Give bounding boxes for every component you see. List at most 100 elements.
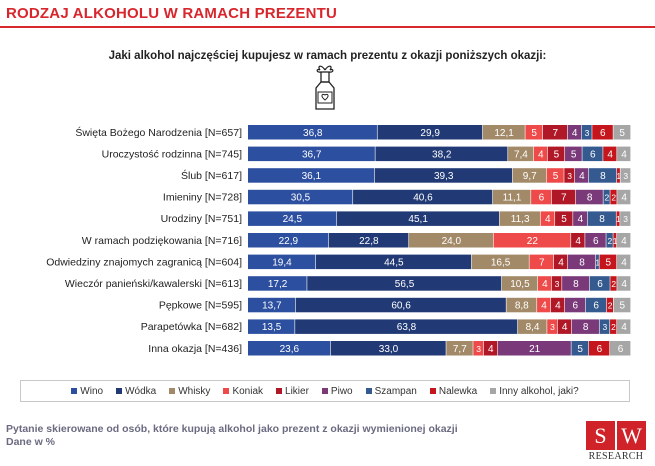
- data-label: 5: [561, 214, 567, 225]
- bar-segment: [248, 125, 377, 140]
- chart-legend: Wino Wódka Whisky Koniak Likier Piwo Szampan Na…: [20, 380, 630, 402]
- data-label: 4: [575, 236, 581, 247]
- bar-segment: [553, 254, 568, 270]
- bar-segment: [617, 276, 631, 291]
- bar-segment: [606, 297, 614, 313]
- data-label: 7: [539, 257, 545, 268]
- data-label: 6: [600, 128, 606, 139]
- bar-segment: [616, 211, 620, 226]
- data-label: 2: [611, 279, 616, 289]
- bar-segment: [328, 233, 409, 248]
- data-label: 36,8: [303, 128, 323, 139]
- bar-segment: [248, 211, 337, 226]
- bar-segment: [248, 146, 375, 162]
- data-label: 5: [554, 149, 560, 160]
- sw-research-logo: S W RESEARCH: [585, 421, 647, 463]
- row-label: Wieczór panieński/kawalerski [N=613]: [65, 278, 242, 290]
- data-label: 5: [620, 301, 626, 312]
- bar-segment: [483, 341, 498, 356]
- data-label: 36,1: [302, 171, 322, 182]
- data-label: 5: [553, 171, 559, 182]
- data-label: 5: [619, 128, 625, 139]
- bar-segment: [248, 341, 331, 356]
- bar-segment: [585, 233, 606, 248]
- data-label: 4: [621, 193, 627, 204]
- data-label: 6: [593, 301, 599, 312]
- bar-segment: [499, 211, 540, 226]
- data-label: 22,8: [359, 236, 379, 247]
- bar-segment: [606, 233, 613, 248]
- bar-segment: [537, 297, 551, 313]
- data-label: 8: [583, 322, 589, 333]
- bar-segment: [587, 211, 616, 226]
- bar-segment: [567, 125, 582, 140]
- data-label: 24,0: [442, 236, 462, 247]
- row-label: Pępkowe [N=595]: [159, 300, 242, 312]
- data-label: 8,8: [515, 301, 529, 312]
- bar-segment: [492, 189, 531, 205]
- bar-segment: [555, 211, 573, 226]
- data-label: 23,6: [280, 344, 300, 355]
- bar-segment: [248, 297, 296, 313]
- data-label: 2: [607, 236, 612, 246]
- row-label: Odwiedziny znajomych zagranicą [N=604]: [46, 256, 242, 268]
- bar-segment: [585, 297, 607, 313]
- bar-segment: [542, 125, 568, 140]
- data-label: 2: [611, 322, 616, 332]
- bar-segment: [546, 168, 564, 183]
- bar-segment: [617, 189, 631, 205]
- bar-segment: [248, 233, 329, 248]
- bar-segment: [248, 276, 307, 291]
- logo-text: RESEARCH: [588, 451, 644, 462]
- chart-title: Jaki alkohol najczęściej kupujesz w rama…: [108, 50, 547, 62]
- bar-segment: [375, 146, 508, 162]
- bar-segment: [567, 254, 596, 270]
- data-label: 5: [531, 128, 537, 139]
- legend-swatch: [71, 388, 78, 394]
- data-label: 10,5: [510, 279, 530, 290]
- data-label: 7,4: [514, 149, 528, 160]
- bar-segment: [540, 211, 555, 226]
- data-label: 1: [613, 236, 618, 246]
- legend-label: Koniak: [232, 385, 264, 397]
- legend-item: Wino: [71, 386, 103, 397]
- data-label: 4: [621, 257, 627, 268]
- data-label: 4: [541, 301, 547, 312]
- logo-letter-s: S: [586, 421, 615, 450]
- data-label: 6: [597, 344, 603, 355]
- bar-segment: [610, 189, 617, 205]
- data-label: 3: [476, 344, 481, 354]
- bar-segment: [550, 297, 565, 313]
- data-label: 17,2: [268, 279, 288, 290]
- data-label: 30,5: [291, 193, 311, 204]
- data-label: 3: [602, 322, 607, 332]
- legend-item: Wódka: [116, 386, 156, 397]
- bar-segment: [551, 276, 562, 291]
- bar-segment: [564, 297, 586, 313]
- bar-segment: [562, 276, 590, 291]
- data-label: 8: [573, 279, 579, 290]
- data-label: 8: [587, 193, 593, 204]
- data-label: 44,5: [384, 257, 404, 268]
- data-label: 6: [539, 193, 545, 204]
- data-label: 3: [623, 171, 628, 181]
- legend-item: Whisky: [169, 386, 210, 397]
- data-label: 4: [607, 149, 613, 160]
- bar-segment: [508, 146, 534, 162]
- bar-segment: [547, 146, 565, 162]
- bar-segment: [377, 125, 483, 140]
- logo-letter-w: W: [617, 421, 646, 450]
- legend-label: Wino: [80, 385, 104, 397]
- bar-segment: [295, 297, 506, 313]
- data-label: 4: [545, 214, 551, 225]
- bar-segment: [538, 276, 552, 291]
- bar-segment: [551, 189, 576, 205]
- bar-segment: [557, 319, 572, 334]
- data-label: 4: [542, 279, 548, 290]
- bar-segment: [517, 319, 547, 334]
- legend-label: Likier: [285, 385, 309, 397]
- title-underline: [0, 26, 655, 28]
- legend-swatch: [276, 388, 283, 394]
- data-label: 16,5: [491, 257, 511, 268]
- legend-item: Piwo: [321, 386, 353, 397]
